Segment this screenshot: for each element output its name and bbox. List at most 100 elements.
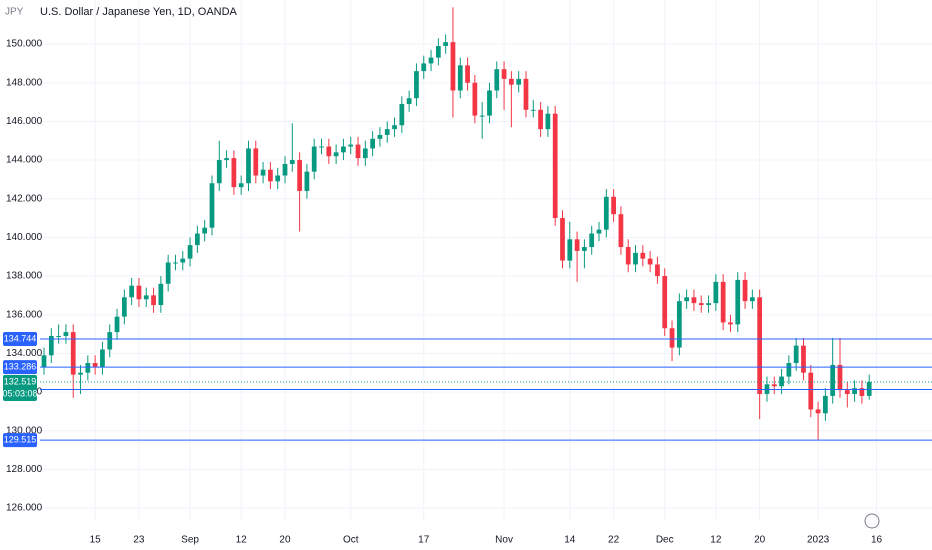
candle-body — [421, 63, 427, 72]
candle-body — [742, 279, 748, 302]
candle-body — [289, 160, 295, 164]
currency-label: JPY — [5, 7, 24, 18]
candle-body — [574, 239, 580, 251]
candle-body — [749, 297, 755, 302]
candle-body — [603, 196, 609, 230]
candle-body — [406, 98, 412, 104]
candle-body — [428, 57, 434, 64]
candle-body — [720, 281, 726, 323]
candle-body — [735, 279, 741, 325]
candle-body — [479, 115, 485, 117]
candle-body — [859, 388, 865, 396]
candle-body — [771, 384, 777, 387]
level-tag — [3, 360, 37, 375]
candle-body — [392, 125, 397, 130]
candle-body — [253, 148, 259, 176]
candle-body — [662, 276, 668, 329]
candle-body — [633, 252, 638, 265]
x-tick-label: 15 — [90, 535, 102, 546]
candle-body — [830, 364, 836, 396]
level-tag — [3, 433, 37, 448]
candle-body — [319, 146, 324, 148]
candle-body — [582, 247, 587, 251]
candle-body — [567, 239, 573, 261]
candle-body — [465, 65, 470, 83]
candle-body — [837, 364, 843, 391]
x-tick-label: 20 — [754, 535, 766, 546]
candle-body — [501, 69, 507, 79]
level-label: 129.515 — [4, 434, 37, 444]
candle-body — [655, 264, 660, 277]
candle-body — [596, 229, 602, 234]
candle-body — [377, 134, 383, 139]
candle-body — [384, 129, 390, 135]
last-price-label: 132.519 — [4, 376, 37, 386]
x-tick-label: 17 — [418, 535, 430, 546]
y-tick-label: 148.000 — [6, 77, 43, 88]
level-tag — [3, 331, 37, 346]
level-label: 133.286 — [4, 362, 37, 372]
candle-body — [173, 262, 178, 264]
candle-body — [545, 113, 551, 130]
candle-body — [801, 345, 806, 373]
candle-body — [728, 322, 733, 325]
replay-icon — [864, 513, 880, 529]
candle-body — [202, 227, 208, 234]
candle-body — [560, 218, 565, 261]
x-tick-label: 22 — [608, 535, 620, 546]
candle-body — [246, 148, 251, 184]
countdown-label: 05:03:08 — [2, 388, 37, 398]
candle-body — [713, 281, 719, 304]
y-tick-label: 130.000 — [6, 425, 43, 436]
candle-body — [487, 90, 492, 116]
candle-body — [180, 258, 186, 263]
candle-body — [224, 158, 229, 161]
candle-body — [143, 295, 149, 300]
candle-body — [523, 78, 529, 110]
candle-body — [41, 355, 47, 367]
candle-body — [823, 395, 828, 414]
candle-body — [121, 297, 127, 317]
candle-body — [151, 295, 156, 306]
candle-body — [268, 169, 273, 182]
candle-body — [844, 390, 850, 394]
candle-body — [238, 183, 244, 188]
candle-body — [370, 138, 376, 149]
y-tick-label: 136.000 — [6, 309, 43, 320]
candle-body — [282, 163, 288, 176]
candle-body — [516, 78, 522, 85]
candle-body — [100, 349, 105, 367]
x-tick-label: Oct — [343, 535, 359, 546]
x-tick-label: 2023 — [807, 535, 830, 546]
candle-body — [618, 214, 624, 248]
candle-body — [348, 144, 354, 147]
candle-body — [450, 42, 456, 91]
x-tick-label: 12 — [710, 535, 722, 546]
candle-body — [311, 146, 317, 172]
candle-body — [815, 409, 821, 414]
x-tick-label: 16 — [871, 535, 883, 546]
candle-body — [107, 332, 113, 350]
candle-body — [669, 328, 675, 348]
level-label: 134.744 — [4, 333, 37, 343]
candle-body — [676, 301, 682, 348]
candle-body — [684, 297, 690, 302]
candle-body — [414, 71, 419, 99]
candle-body — [852, 388, 857, 394]
candle-body — [786, 363, 792, 377]
last-price-tag — [3, 374, 37, 401]
y-tick-label: 134.000 — [6, 348, 43, 359]
candle-body — [70, 332, 76, 375]
candle-body — [779, 376, 784, 387]
x-tick-label: 23 — [133, 535, 145, 546]
candle-body — [808, 372, 814, 410]
candle-body — [793, 345, 799, 364]
x-tick-label: Dec — [656, 535, 674, 546]
candle-body — [399, 104, 405, 126]
candle-body — [216, 160, 222, 184]
y-tick-label: 150.000 — [6, 39, 43, 50]
y-tick-label: 140.000 — [6, 232, 43, 243]
candle-body — [509, 78, 514, 85]
candle-body — [435, 46, 441, 58]
